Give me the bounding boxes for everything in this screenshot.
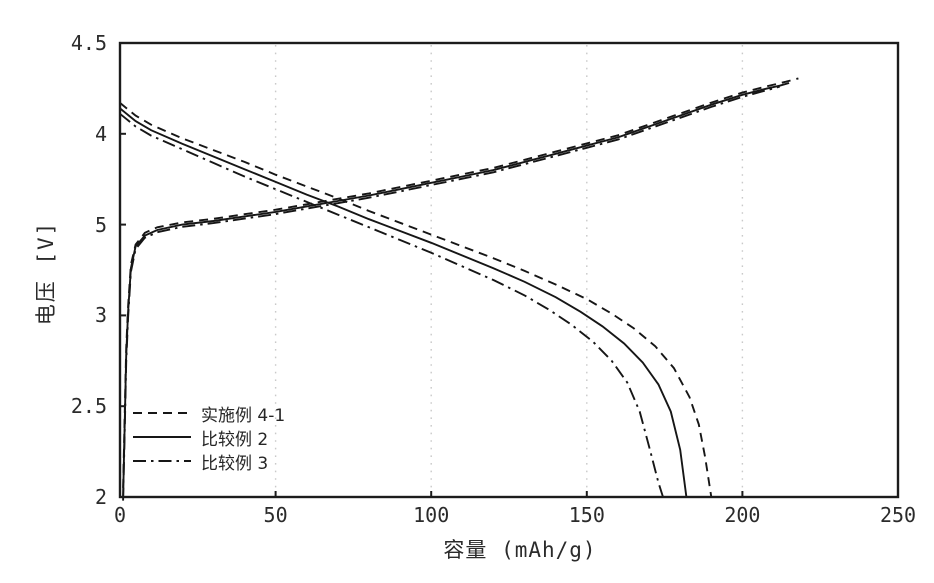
x-tick-label: 50	[263, 503, 288, 527]
y-tick-label: 5	[94, 212, 107, 237]
x-axis-label: 容量 (mAh/g)	[443, 538, 597, 562]
y-tick-label: 4.5	[70, 31, 107, 55]
legend-label: 比较例 2	[201, 429, 269, 450]
x-tick-label: 100	[413, 503, 450, 527]
y-axis-label: 电压 [V]	[34, 220, 58, 326]
legend-line-sample-dashdot	[133, 460, 191, 462]
series-comparative-3-charge	[122, 85, 780, 501]
legend-line-sample-solid	[133, 436, 191, 438]
series-comparative-3-discharge	[119, 113, 664, 498]
series-comparative-2-charge	[122, 82, 790, 498]
y-tick-label: 2	[94, 485, 107, 509]
plot-frame	[118, 41, 900, 499]
legend-label: 比较例 3	[201, 453, 269, 474]
series-comparative-2-discharge	[119, 107, 688, 498]
y-tick-label: 2.5	[70, 394, 107, 419]
legend-label: 实施例 4-1	[201, 405, 286, 426]
legend-item: 实施例 4-1	[133, 401, 286, 426]
legend-line-sample-dashed	[133, 412, 191, 414]
x-tick-label: 250	[879, 503, 917, 527]
x-tick-label: 0	[113, 503, 127, 527]
legend: 实施例 4-1 比较例 2 比较例 3	[133, 401, 286, 474]
x-tick-label: 200	[724, 503, 761, 527]
x-tick-label: 150	[568, 503, 605, 527]
y-tick-label: 4	[94, 121, 107, 146]
y-tick-label: 3	[94, 303, 107, 328]
series-example-4-1-discharge	[119, 102, 713, 498]
legend-item: 比较例 3	[133, 449, 285, 474]
legend-item: 比较例 2	[133, 425, 285, 450]
